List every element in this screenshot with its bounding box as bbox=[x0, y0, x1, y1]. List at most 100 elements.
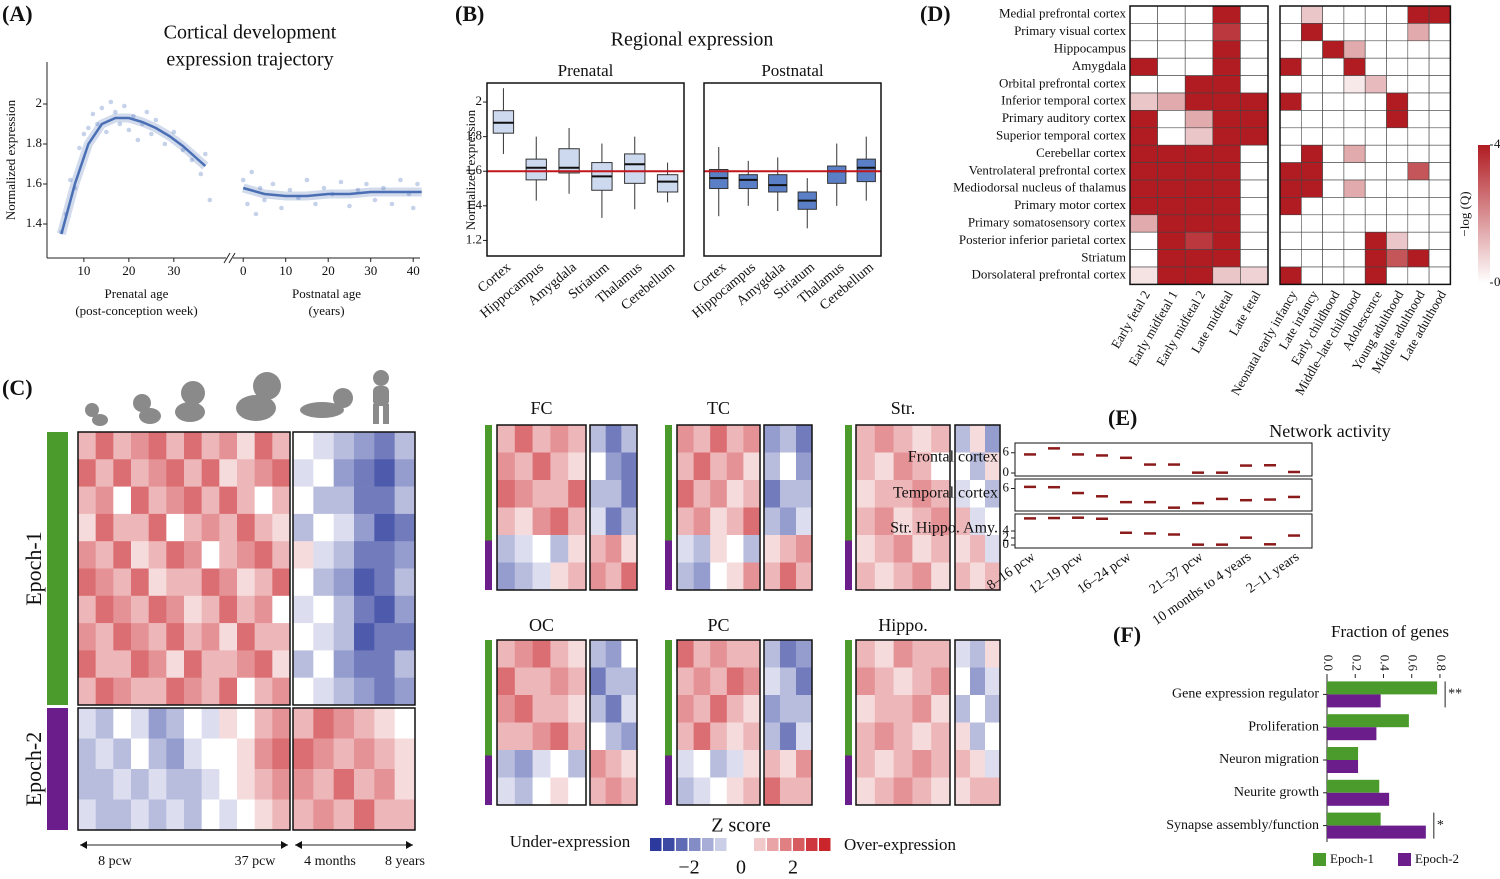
box bbox=[558, 148, 580, 174]
heatmap-cell bbox=[743, 722, 761, 751]
heatmap-cell bbox=[1157, 57, 1186, 76]
heatmap-cell bbox=[1343, 40, 1366, 59]
heatmap-cell bbox=[313, 769, 334, 800]
heatmap-cell bbox=[931, 480, 951, 508]
heatmap-cell bbox=[293, 799, 314, 831]
heatmap-cell bbox=[693, 722, 711, 751]
heatmap-cell bbox=[95, 623, 114, 651]
heatmap-cell bbox=[1407, 249, 1430, 268]
heatmap-cell bbox=[1240, 249, 1269, 268]
heatmap-cell bbox=[1322, 40, 1345, 59]
heatmap-cell bbox=[1407, 57, 1430, 76]
heatmap-cell bbox=[131, 513, 149, 542]
heatmap-cell bbox=[201, 595, 220, 624]
heatmap-cell bbox=[1279, 92, 1302, 111]
bar bbox=[1327, 681, 1438, 695]
box bbox=[656, 174, 679, 193]
heatmap-cell bbox=[1240, 162, 1269, 181]
heatmap-cell bbox=[201, 738, 220, 770]
heatmap-cell bbox=[621, 667, 638, 696]
heatmap-cell bbox=[237, 541, 255, 569]
x-axis-label: Postnatal age bbox=[292, 286, 361, 301]
heatmap-cell bbox=[131, 650, 149, 678]
heatmap-cell bbox=[1301, 110, 1323, 129]
heatmap-cell bbox=[272, 677, 291, 706]
heatmap-cell bbox=[1364, 92, 1387, 111]
point bbox=[364, 181, 369, 187]
heatmap-cell bbox=[677, 722, 694, 751]
heatmap-cell bbox=[710, 640, 728, 668]
heatmap-cell bbox=[677, 777, 694, 806]
heatmap-cell bbox=[1212, 249, 1241, 268]
heatmap-cell bbox=[874, 667, 894, 696]
heatmap-cell bbox=[394, 513, 416, 542]
point bbox=[81, 131, 87, 137]
point bbox=[95, 121, 100, 127]
bar bbox=[1327, 792, 1390, 806]
heatmap-cell bbox=[621, 425, 638, 453]
heatmap-cell bbox=[1301, 92, 1323, 111]
heatmap-cell bbox=[1279, 162, 1302, 181]
heatmap-cell bbox=[912, 480, 932, 508]
heatmap-cell bbox=[856, 777, 876, 806]
heatmap-cell bbox=[272, 650, 291, 678]
heatmap-cell bbox=[148, 541, 167, 569]
heatmap-cell bbox=[184, 541, 202, 569]
group-bar bbox=[665, 540, 672, 590]
heatmap-cell bbox=[1364, 231, 1387, 250]
heatmap-cell bbox=[354, 677, 375, 706]
heatmap-cell bbox=[78, 799, 96, 831]
heatmap-cell bbox=[893, 425, 913, 453]
heatmap-cell bbox=[333, 595, 355, 624]
heatmap-cell bbox=[394, 541, 416, 569]
heatmap-cell bbox=[394, 738, 416, 770]
heatmap-cell bbox=[184, 623, 202, 651]
heatmap-cell bbox=[780, 425, 797, 453]
colorbar-block bbox=[702, 838, 714, 851]
heatmap-cell bbox=[693, 562, 711, 591]
heatmap-cell bbox=[1129, 127, 1158, 146]
heatmap-cell bbox=[874, 722, 894, 751]
heatmap-cell bbox=[1386, 57, 1409, 76]
colorbar-block bbox=[663, 838, 675, 851]
heatmap-cell bbox=[550, 562, 569, 591]
heatmap-cell bbox=[148, 799, 167, 831]
heatmap-cell bbox=[693, 507, 711, 536]
heatmap-cell bbox=[237, 568, 255, 597]
box bbox=[624, 153, 646, 184]
heatmap-cell bbox=[970, 722, 986, 751]
heatmap-cell bbox=[1301, 214, 1323, 233]
group-bar bbox=[845, 425, 852, 541]
heatmap-cell bbox=[237, 513, 255, 542]
heatmap-cell bbox=[931, 452, 951, 481]
heatmap-cell bbox=[693, 695, 711, 723]
heatmap-cell bbox=[710, 750, 728, 778]
colorbar-low-label: Under-expression bbox=[510, 832, 631, 851]
heatmap-cell bbox=[166, 650, 185, 678]
box bbox=[827, 165, 847, 184]
heatmap-cell bbox=[743, 750, 761, 778]
point bbox=[257, 185, 263, 191]
heatmap-cell bbox=[1279, 249, 1302, 268]
heatmap-cell bbox=[1364, 197, 1387, 216]
row-label: Primary visual cortex bbox=[1014, 23, 1126, 38]
x-tick-label: 16–24 pcw bbox=[1075, 549, 1135, 597]
heatmap-title: PC bbox=[707, 615, 729, 635]
heatmap-cell bbox=[1407, 92, 1430, 111]
heatmap-cell bbox=[605, 640, 622, 668]
heatmap-cell bbox=[1240, 144, 1269, 163]
heatmap-cell bbox=[219, 650, 238, 678]
heatmap-cell bbox=[113, 541, 132, 569]
heatmap-cell bbox=[621, 507, 638, 536]
heatmap-cell bbox=[856, 667, 876, 696]
heatmap-cell bbox=[1301, 249, 1323, 268]
heatmap-cell bbox=[95, 459, 114, 487]
legend-label: Epoch-2 bbox=[1415, 851, 1459, 866]
group-bar bbox=[47, 432, 68, 705]
heatmap-cell bbox=[1212, 197, 1241, 216]
heatmap-cell bbox=[237, 432, 255, 460]
heatmap-cell bbox=[166, 459, 185, 487]
heatmap-cell bbox=[970, 750, 986, 778]
heatmap-cell bbox=[856, 452, 876, 481]
heatmap-cell bbox=[237, 738, 255, 770]
